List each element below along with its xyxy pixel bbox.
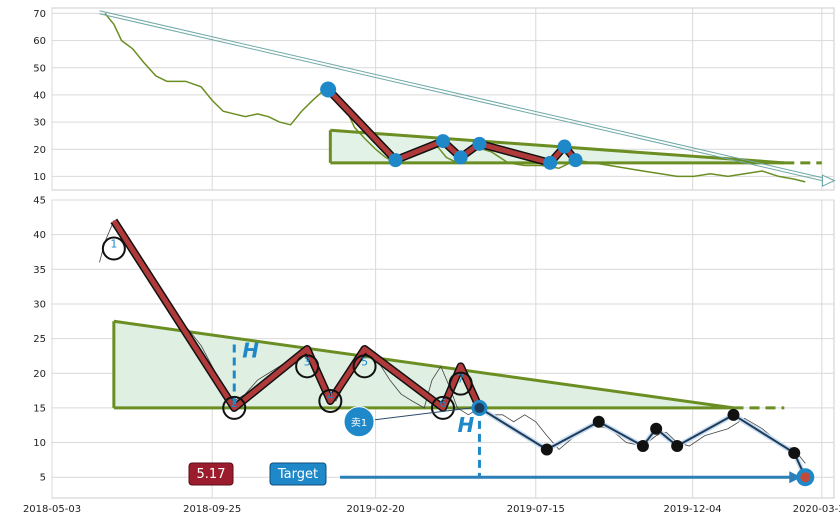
- pattern-point-circle: [295, 354, 320, 379]
- pattern-point-circle: [222, 395, 247, 420]
- pattern-point-circle: [101, 236, 126, 261]
- pattern-point-label: 3: [304, 355, 311, 368]
- height-marker-label: H: [242, 339, 259, 363]
- after-node: [788, 446, 801, 459]
- y-tick-label: 10: [33, 172, 46, 183]
- y-tick-label: 40: [33, 230, 46, 241]
- price-label-text: 5.17: [197, 467, 226, 482]
- y-tick-label: 35: [33, 265, 46, 276]
- y-tick-label: 50: [33, 63, 46, 74]
- sell-signal-connector: [374, 407, 472, 421]
- x-tick-label: 2020-03-30: [793, 504, 840, 515]
- y-tick-label: 70: [33, 9, 46, 20]
- zigzag-node: [543, 155, 558, 170]
- zigzag-node: [436, 134, 450, 149]
- after-node: [671, 440, 684, 453]
- target-label-box: [269, 462, 327, 486]
- x-tick-label: 2019-12-04: [664, 504, 722, 515]
- y-tick-label: 40: [33, 90, 46, 101]
- trend-arrow-head: [821, 174, 836, 187]
- x-tick-label: 2019-07-15: [507, 504, 565, 515]
- y-tick-label: 45: [33, 196, 46, 207]
- y-tick-label: 25: [33, 334, 46, 345]
- pattern-point-label: 6: [440, 397, 447, 410]
- height-projection-label: H: [457, 413, 474, 437]
- target-node-core: [800, 472, 811, 483]
- trend-arrow-line-2: [99, 13, 829, 183]
- target-label-text: Target: [277, 467, 318, 482]
- x-tick-label: 2019-02-20: [347, 504, 405, 515]
- pattern-point-label: 2: [231, 397, 238, 410]
- after-node: [636, 440, 649, 453]
- zigzag-node: [388, 153, 403, 168]
- triangle-upper-line: [113, 319, 734, 410]
- y-tick-label: 30: [33, 118, 46, 129]
- pattern-point-label: 7: [457, 373, 464, 386]
- after-node: [650, 422, 663, 435]
- x-tick-label: 2018-09-25: [183, 504, 241, 515]
- sell-signal-marker: [343, 406, 375, 438]
- x-tick-label: 2018-05-03: [23, 504, 81, 515]
- pattern-point-label: 4: [327, 390, 334, 403]
- zigzag-node: [453, 150, 468, 165]
- zigzag-node: [472, 136, 487, 151]
- zigzag-node: [320, 81, 337, 98]
- y-tick-label: 20: [33, 369, 46, 380]
- y-tick-label: 60: [33, 36, 46, 47]
- after-node: [727, 408, 740, 421]
- pattern-point-circle: [318, 388, 343, 413]
- y-tick-label: 30: [33, 299, 46, 310]
- after-node: [592, 415, 605, 428]
- pattern-point-circle: [448, 371, 473, 396]
- target-arrow-head: [789, 471, 802, 484]
- zigzag-node: [557, 139, 572, 154]
- overview-panel: 10 20 30 40 50 60 70: [33, 7, 836, 191]
- pattern-point-circle: [352, 354, 377, 379]
- pattern-point-label: 5: [361, 355, 368, 368]
- y-tick-label: 5: [40, 473, 46, 484]
- price-line: [99, 219, 806, 464]
- price-label-box: [188, 462, 234, 486]
- pattern-point-label: 1: [110, 238, 117, 251]
- y-tick-label: 10: [33, 438, 46, 449]
- trend-arrow-line: [99, 10, 829, 180]
- sell-signal-label: 卖1: [351, 417, 367, 429]
- breakout-node-core: [474, 402, 485, 413]
- zigzag-node: [568, 153, 583, 168]
- triangle-upper-line: [330, 128, 785, 165]
- y-tick-label: 15: [33, 403, 46, 414]
- after-node: [540, 443, 553, 456]
- pattern-point-circle: [431, 395, 455, 420]
- y-tick-label: 20: [33, 145, 46, 156]
